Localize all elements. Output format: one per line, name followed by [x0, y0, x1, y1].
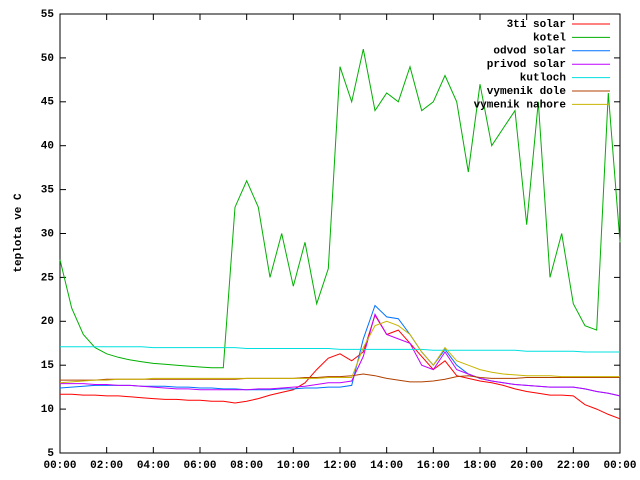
- x-tick-label: 20:00: [510, 460, 543, 472]
- y-axis-label: teplota ve C: [13, 193, 25, 273]
- y-tick-label: 35: [41, 185, 55, 197]
- x-tick-label: 12:00: [323, 460, 356, 472]
- y-tick-label: 20: [41, 316, 54, 328]
- x-tick-label: 18:00: [463, 460, 496, 472]
- legend-label: privod solar: [487, 59, 566, 71]
- y-tick-label: 5: [47, 448, 54, 460]
- legend-label: vymenik nahore: [474, 99, 567, 111]
- y-tick-label: 10: [41, 404, 54, 416]
- legend-label: odvod solar: [493, 46, 566, 58]
- x-tick-label: 14:00: [370, 460, 403, 472]
- series-line: [60, 313, 621, 420]
- x-tick-label: 02:00: [90, 460, 123, 472]
- x-tick-label: 22:00: [557, 460, 590, 472]
- x-tick-label: 16:00: [417, 460, 450, 472]
- y-tick-label: 50: [41, 53, 54, 65]
- y-tick-label: 25: [41, 272, 55, 284]
- x-tick-label: 08:00: [230, 460, 263, 472]
- y-tick-label: 40: [41, 141, 54, 153]
- series-line: [60, 373, 620, 383]
- legend-label: 3ti solar: [507, 19, 566, 31]
- legend-label: kutloch: [520, 73, 566, 85]
- series-line: [60, 313, 621, 397]
- series-line: [60, 346, 620, 353]
- x-tick-label: 00:00: [603, 460, 636, 472]
- series-line: [59, 48, 621, 369]
- legend-label: vymenik dole: [487, 86, 567, 98]
- x-tick-label: 04:00: [137, 460, 170, 472]
- x-tick-label: 10:00: [277, 460, 310, 472]
- series-line: [59, 320, 620, 384]
- x-tick-label: 00:00: [43, 460, 76, 472]
- y-tick-label: 45: [41, 97, 55, 109]
- x-tick-label: 06:00: [183, 460, 216, 472]
- legend-label: kotel: [533, 32, 566, 44]
- y-tick-label: 55: [41, 9, 55, 21]
- y-tick-label: 15: [41, 360, 55, 372]
- y-tick-label: 30: [41, 228, 54, 240]
